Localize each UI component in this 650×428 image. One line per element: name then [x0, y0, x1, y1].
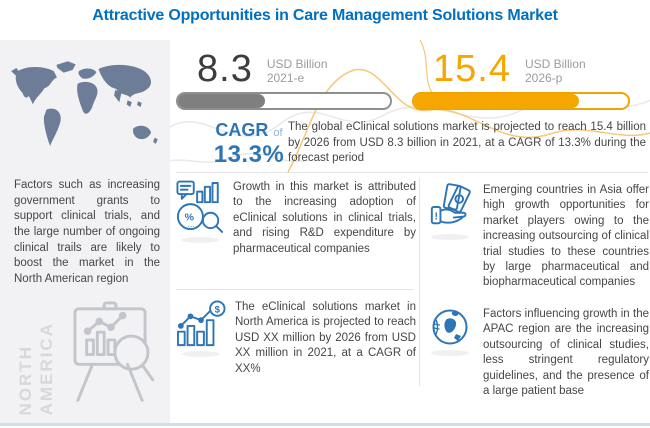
- panel-text: Growth in this market is attributed to t…: [233, 181, 416, 255]
- stat-2021: 8.3 USD Billion 2021-e: [197, 50, 328, 88]
- divider-vertical: [419, 178, 420, 386]
- divider-horizontal-top: [176, 172, 648, 173]
- bar-chart-dollar-icon: $: [176, 300, 226, 377]
- divider-horizontal-left: [176, 289, 414, 290]
- presentation-analysis-icon: [58, 301, 162, 413]
- panel-text: Factors influencing growth in the APAC r…: [483, 308, 649, 398]
- svg-text:%: %: [185, 211, 195, 223]
- panel-growth-driver: % ... Growth in this market is attribute…: [176, 180, 416, 257]
- market-summary-text: The global eClinical solutions market is…: [288, 121, 646, 165]
- region-watermark-line1: NORTH: [16, 344, 35, 415]
- stat-2026-value: 15.4: [433, 48, 511, 90]
- region-watermark-line2: AMERICA: [37, 321, 56, 415]
- cagr-of-word: of: [273, 127, 283, 139]
- bottom-accent-line: [0, 423, 650, 426]
- sidebar-driver-text: Factors such as increasing government gr…: [14, 179, 160, 285]
- cagr-block: CAGR of 13.3%: [203, 120, 295, 169]
- panel-text: Emerging countries in Asia offer high gr…: [483, 184, 649, 289]
- world-map: [7, 50, 163, 165]
- bar-2021-fill: [178, 94, 265, 108]
- sidebar-bottom: NORTH AMERICA: [0, 295, 170, 423]
- bar-2021-track: [176, 92, 392, 110]
- growth-analysis-icon: % ...: [176, 180, 224, 257]
- svg-text:...: ...: [188, 219, 195, 229]
- sidebar-north-america: Factors such as increasing government gr…: [0, 40, 170, 423]
- stat-2026: 15.4 USD Billion 2026-p: [433, 50, 586, 88]
- region-watermark: NORTH AMERICA: [16, 295, 57, 415]
- svg-text:!: !: [435, 210, 439, 222]
- stat-2026-unit: USD Billion 2026-p: [524, 57, 586, 86]
- panel-asia-opportunity: ! Emerging countries in Asia offer high …: [426, 183, 649, 291]
- cagr-value: 13.3%: [213, 140, 285, 168]
- bar-2026-fill: [414, 94, 579, 108]
- stat-2021-value: 8.3: [197, 48, 253, 90]
- stat-2021-unit: USD Billion 2021-e: [266, 57, 328, 86]
- bar-2026-track: [412, 92, 630, 110]
- page-title: Attractive Opportunities in Care Managem…: [92, 7, 558, 24]
- panel-text: The eClinical solutions market in North …: [235, 301, 416, 375]
- panel-north-america-forecast: $ The eClinical solutions market in Nort…: [176, 300, 416, 377]
- svg-text:$: $: [215, 304, 221, 315]
- panel-apac-growth: Factors influencing growth in the APAC r…: [426, 307, 649, 399]
- cagr-label: CAGR: [215, 120, 269, 140]
- money-hand-icon: !: [426, 183, 474, 291]
- globe-icon: [426, 307, 474, 399]
